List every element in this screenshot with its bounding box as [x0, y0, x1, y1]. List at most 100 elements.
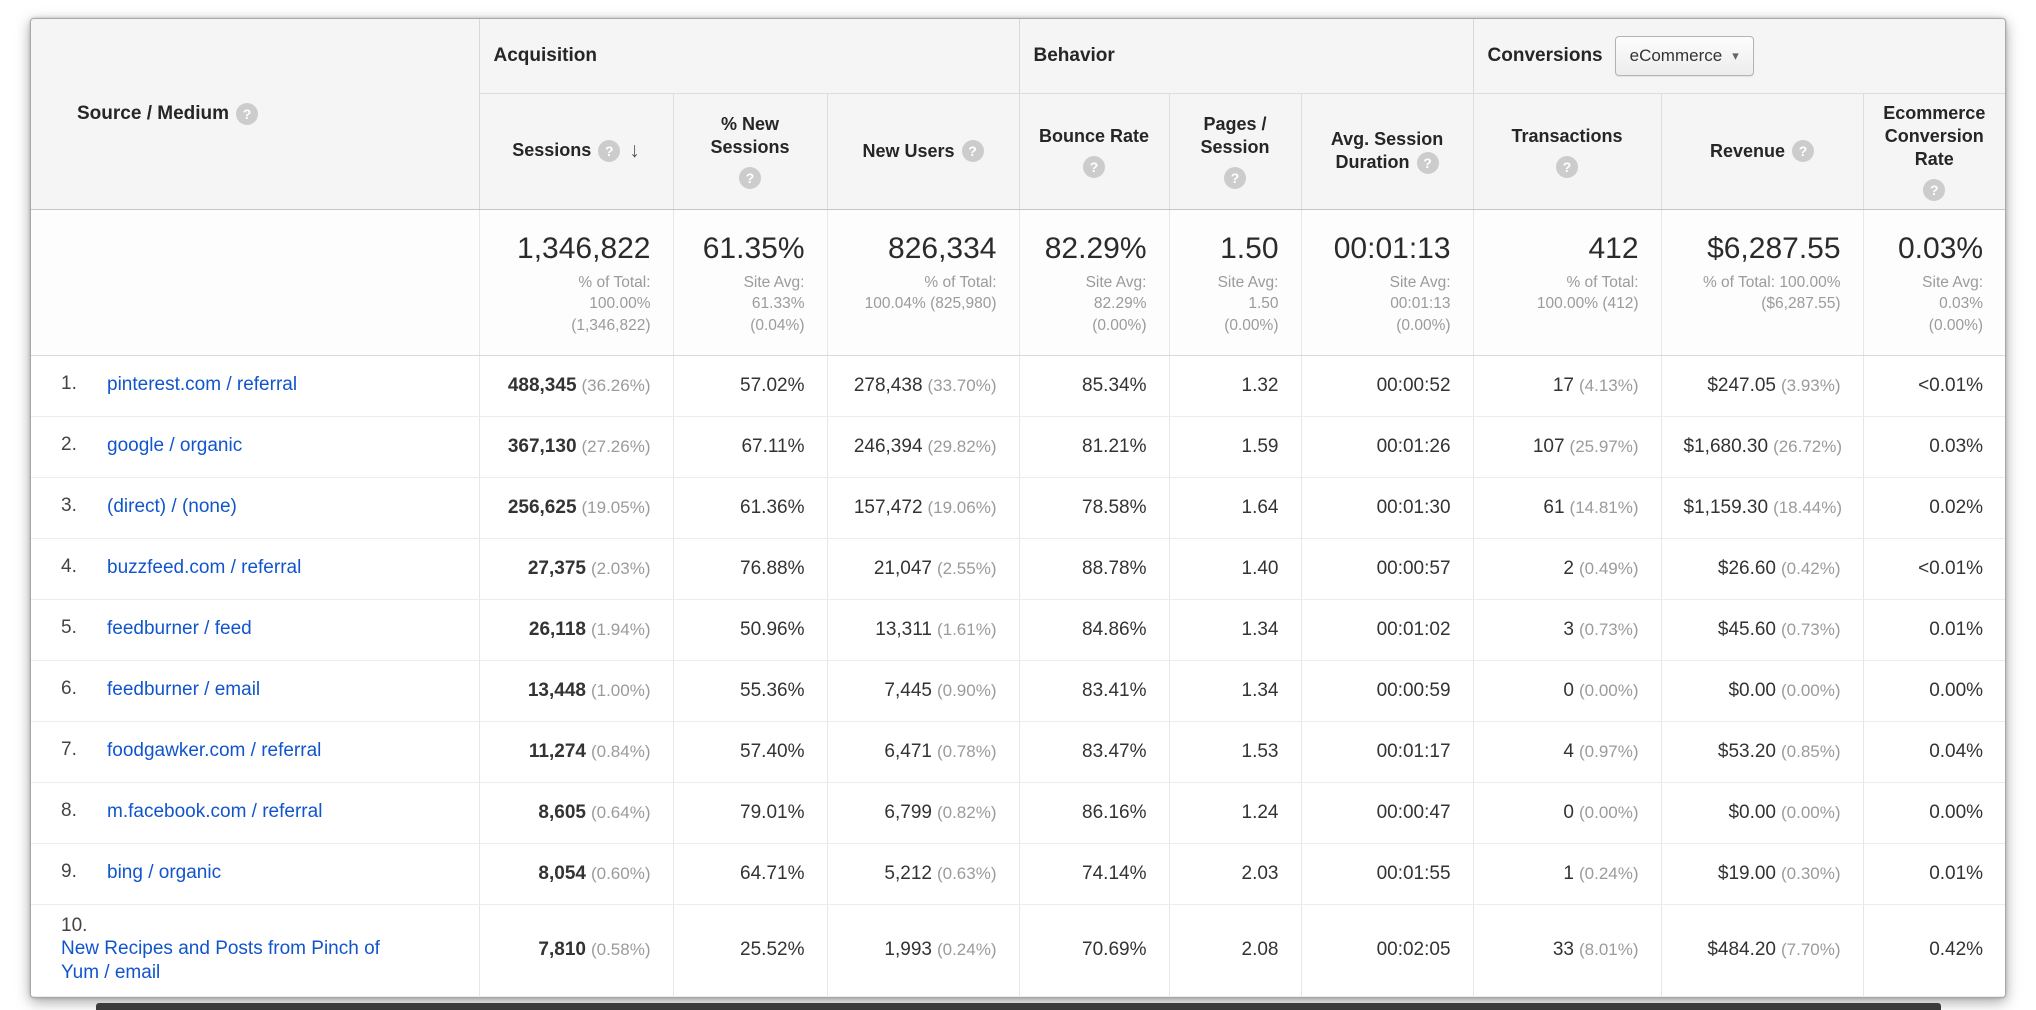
source-medium-link[interactable]: feedburner / feed	[107, 618, 252, 640]
summary-bounce-rate: 82.29% Site Avg: 82.29% (0.00%)	[1018, 209, 1169, 356]
row-rank: 1.	[61, 373, 77, 395]
column-header-new-users[interactable]: New Users?	[826, 93, 1019, 210]
metric-value: 74.14%	[1082, 862, 1147, 884]
column-header-pages-session[interactable]: Pages / Session?	[1168, 93, 1301, 210]
column-header-source-medium[interactable]: Source / Medium?	[31, 19, 480, 210]
help-icon[interactable]: ?	[236, 102, 259, 125]
pct-new-sessions-cell: 67.11%	[672, 416, 827, 478]
sessions-cell: 13,448 (1.00%)	[478, 660, 673, 722]
summary-sessions: 1,346,822 % of Total: 100.00% (1,346,822…	[478, 209, 673, 356]
metric-share: (0.00%)	[1579, 802, 1639, 822]
avg-session-duration-cell: 00:02:05	[1300, 904, 1474, 997]
column-header-transactions[interactable]: Transactions?	[1472, 93, 1662, 210]
metric-value: 246,394	[853, 435, 923, 457]
conversions-goal-dropdown[interactable]: eCommerce ▾	[1614, 35, 1754, 76]
table-row: 2. google / organic 367,130 (27.26%) 67.11% 2…	[31, 416, 2005, 478]
metric-value: 55.36%	[740, 679, 805, 701]
sort-desc-icon[interactable]: ↓	[629, 139, 640, 162]
metric-value: 367,130	[507, 435, 577, 457]
transactions-cell: 1 (0.24%)	[1472, 843, 1662, 905]
source-medium-link[interactable]: buzzfeed.com / referral	[107, 557, 302, 579]
column-header-pct-new-sessions[interactable]: % New Sessions?	[672, 93, 827, 210]
source-medium-link[interactable]: m.facebook.com / referral	[107, 801, 323, 823]
column-header-ecommerce-conversion-rate[interactable]: Ecommerce Conversion Rate?	[1862, 93, 2005, 210]
source-medium-link[interactable]: foodgawker.com / referral	[107, 740, 322, 762]
help-icon[interactable]: ?	[1923, 178, 1946, 201]
ecommerce-conversion-rate-cell: 0.00%	[1862, 660, 2005, 722]
revenue-cell: $0.00 (0.00%)	[1660, 660, 1864, 722]
metric-value: 76.88%	[740, 557, 805, 579]
metric-value: 00:01:26	[1376, 435, 1451, 457]
source-medium-link[interactable]: bing / organic	[107, 862, 222, 884]
metric-value: 13,448	[527, 679, 586, 701]
metric-value: 256,625	[507, 496, 577, 518]
metric-value: 0.01%	[1929, 862, 1984, 884]
source-medium-cell: 2. google / organic	[31, 416, 479, 478]
revenue-cell: $26.60 (0.42%)	[1660, 538, 1864, 600]
help-icon[interactable]: ?	[1556, 155, 1579, 178]
transactions-cell: 0 (0.00%)	[1472, 782, 1662, 844]
metric-value: 0.04%	[1929, 740, 1984, 762]
summary-transactions: 412 % of Total: 100.00% (412)	[1472, 209, 1662, 356]
bounce-rate-cell: 70.69%	[1018, 904, 1169, 997]
summary-new-users: 826,334 % of Total: 100.04% (825,980)	[826, 209, 1019, 356]
help-icon[interactable]: ?	[739, 167, 761, 189]
metric-value: 7,810	[538, 939, 586, 961]
metric-value: 61	[1543, 496, 1565, 518]
bounce-rate-cell: 86.16%	[1018, 782, 1169, 844]
summary-row: 1,346,822 % of Total: 100.00% (1,346,822…	[31, 209, 2005, 356]
metric-value: 88.78%	[1082, 557, 1147, 579]
metric-value: $1,680.30	[1683, 435, 1769, 457]
metric-share: (7.70%)	[1781, 940, 1841, 960]
transactions-cell: 0 (0.00%)	[1472, 660, 1662, 722]
help-icon[interactable]: ?	[1416, 151, 1439, 174]
summary-ecommerce-conversion-rate: 0.03% Site Avg: 0.03% (0.00%)	[1862, 209, 2005, 356]
column-header-avg-session-duration[interactable]: Avg. Session Duration?	[1300, 93, 1474, 210]
avg-session-duration-cell: 00:01:02	[1300, 599, 1474, 661]
help-icon[interactable]: ?	[1792, 140, 1815, 163]
column-header-bounce-rate[interactable]: Bounce Rate?	[1018, 93, 1169, 210]
source-medium-link[interactable]: google / organic	[107, 435, 243, 457]
metric-value: 00:01:30	[1376, 496, 1451, 518]
help-icon[interactable]: ?	[961, 140, 984, 163]
new-users-cell: 246,394 (29.82%)	[826, 416, 1019, 478]
source-medium-link[interactable]: (direct) / (none)	[107, 496, 237, 518]
transactions-cell: 61 (14.81%)	[1472, 477, 1662, 539]
column-header-sessions[interactable]: Sessions? ↓	[478, 93, 673, 210]
table-header: Source / Medium? Acquisition Behavior	[31, 19, 2005, 210]
metric-value: 8,054	[538, 862, 586, 884]
row-rank: 2.	[61, 434, 77, 456]
metric-value: <0.01%	[1918, 557, 1984, 579]
metric-share: (25.97%)	[1569, 436, 1639, 456]
help-icon[interactable]: ?	[598, 140, 621, 162]
column-header-revenue[interactable]: Revenue?	[1660, 93, 1864, 210]
metric-value: 1.53	[1241, 740, 1279, 762]
metric-value: $0.00	[1728, 801, 1776, 823]
summary-pct-new-sessions: 61.35% Site Avg: 61.33% (0.04%)	[672, 209, 827, 356]
table-row: 10.New Recipes and Posts from Pinch of Y…	[31, 904, 2005, 997]
metric-value: 86.16%	[1082, 801, 1147, 823]
metric-value: 3	[1563, 618, 1574, 640]
source-medium-link[interactable]: feedburner / email	[107, 679, 261, 701]
ecommerce-conversion-rate-cell: 0.01%	[1862, 599, 2005, 661]
help-icon[interactable]: ?	[1083, 155, 1105, 178]
metric-value: 85.34%	[1082, 374, 1147, 396]
avg-session-duration-cell: 00:01:30	[1300, 477, 1474, 539]
sessions-cell: 26,118 (1.94%)	[478, 599, 673, 661]
metric-value: 1.34	[1241, 679, 1279, 701]
sessions-cell: 488,345 (36.26%)	[478, 355, 673, 417]
row-rank: 6.	[61, 678, 77, 700]
metric-value: 6,471	[884, 740, 932, 762]
new-users-cell: 1,993 (0.24%)	[826, 904, 1019, 997]
metric-share: (0.85%)	[1781, 741, 1841, 761]
source-medium-link[interactable]: New Recipes and Posts from Pinch of Yum …	[61, 937, 380, 984]
metric-value: 83.41%	[1082, 679, 1147, 701]
help-icon[interactable]: ?	[1224, 167, 1246, 189]
metric-value: 21,047	[873, 557, 932, 579]
bounce-rate-cell: 81.21%	[1018, 416, 1169, 478]
metric-value: 81.21%	[1082, 435, 1147, 457]
metric-share: (26.72%)	[1773, 436, 1843, 456]
source-medium-link[interactable]: pinterest.com / referral	[107, 374, 298, 396]
source-medium-cell: 9. bing / organic	[31, 843, 479, 905]
